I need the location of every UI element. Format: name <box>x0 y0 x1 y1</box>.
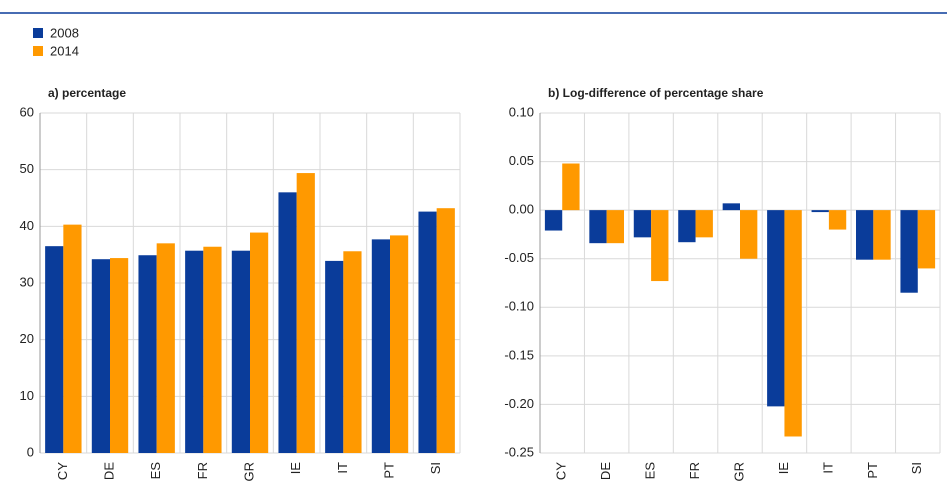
chart-title: b) Log-difference of percentage share <box>548 86 764 100</box>
legend-label: 2008 <box>50 25 79 40</box>
bar <box>651 210 669 282</box>
x-tick-label: DE <box>101 462 116 480</box>
bar <box>250 232 269 453</box>
x-tick-label: CY <box>554 462 569 480</box>
y-tick-label: 0 <box>27 444 34 459</box>
y-tick-label: 40 <box>20 218 34 233</box>
bar <box>436 208 455 453</box>
bar <box>138 255 157 453</box>
y-tick-label: 0.10 <box>509 104 534 119</box>
bar <box>418 211 437 453</box>
x-tick-label: IE <box>288 462 303 475</box>
bar <box>740 210 758 259</box>
bar <box>231 250 250 453</box>
y-tick-label: -0.25 <box>504 444 534 459</box>
x-tick-label: PT <box>381 462 396 479</box>
bar <box>562 163 580 211</box>
bar <box>110 258 129 453</box>
bar <box>767 210 785 407</box>
bar <box>278 192 297 454</box>
x-tick-label: PT <box>865 462 880 479</box>
x-tick-label: FR <box>195 462 210 479</box>
x-tick-label: IT <box>335 462 350 474</box>
x-tick-label: ES <box>643 462 658 480</box>
bar <box>343 251 362 453</box>
bar <box>156 243 175 453</box>
x-tick-label: CY <box>55 462 70 480</box>
legend-label: 2014 <box>50 43 79 58</box>
bar <box>900 210 918 293</box>
y-tick-label: 20 <box>20 331 34 346</box>
y-tick-label: 60 <box>20 104 34 119</box>
legend-swatch <box>33 28 43 38</box>
x-tick-label: ES <box>148 462 163 480</box>
bar <box>91 259 110 453</box>
y-tick-label: -0.10 <box>504 299 534 314</box>
y-tick-label: -0.20 <box>504 396 534 411</box>
y-tick-label: 50 <box>20 161 34 176</box>
bar <box>325 260 344 453</box>
x-tick-label: FR <box>687 462 702 479</box>
bar <box>203 246 222 453</box>
bar <box>589 210 607 244</box>
x-tick-label: SI <box>909 462 924 474</box>
y-tick-label: 10 <box>20 388 34 403</box>
bar <box>45 246 64 453</box>
bar <box>678 210 696 243</box>
bar <box>63 224 82 453</box>
bar <box>390 235 409 453</box>
bar <box>544 210 563 231</box>
x-tick-label: IT <box>820 462 835 474</box>
x-tick-label: DE <box>598 462 613 480</box>
bar <box>296 173 315 454</box>
bar <box>811 210 829 213</box>
bar <box>856 210 874 260</box>
legend-swatch <box>33 46 43 56</box>
x-tick-label: SI <box>428 462 443 474</box>
bar <box>185 250 204 453</box>
bar <box>873 210 891 260</box>
bar <box>722 203 740 211</box>
bar <box>371 239 390 453</box>
x-tick-label: GR <box>731 462 746 482</box>
chart-title: a) percentage <box>48 86 126 100</box>
y-tick-label: 30 <box>20 274 34 289</box>
bar <box>695 210 713 238</box>
bar <box>917 210 936 269</box>
y-tick-label: 0.00 <box>509 202 534 217</box>
bar <box>606 210 624 244</box>
bar <box>633 210 652 238</box>
bar <box>828 210 847 230</box>
y-tick-label: 0.05 <box>509 153 534 168</box>
y-tick-label: -0.05 <box>504 250 534 265</box>
x-tick-label: GR <box>241 462 256 482</box>
x-tick-label: IE <box>776 462 791 475</box>
bar <box>784 210 802 437</box>
y-tick-label: -0.15 <box>504 347 534 362</box>
